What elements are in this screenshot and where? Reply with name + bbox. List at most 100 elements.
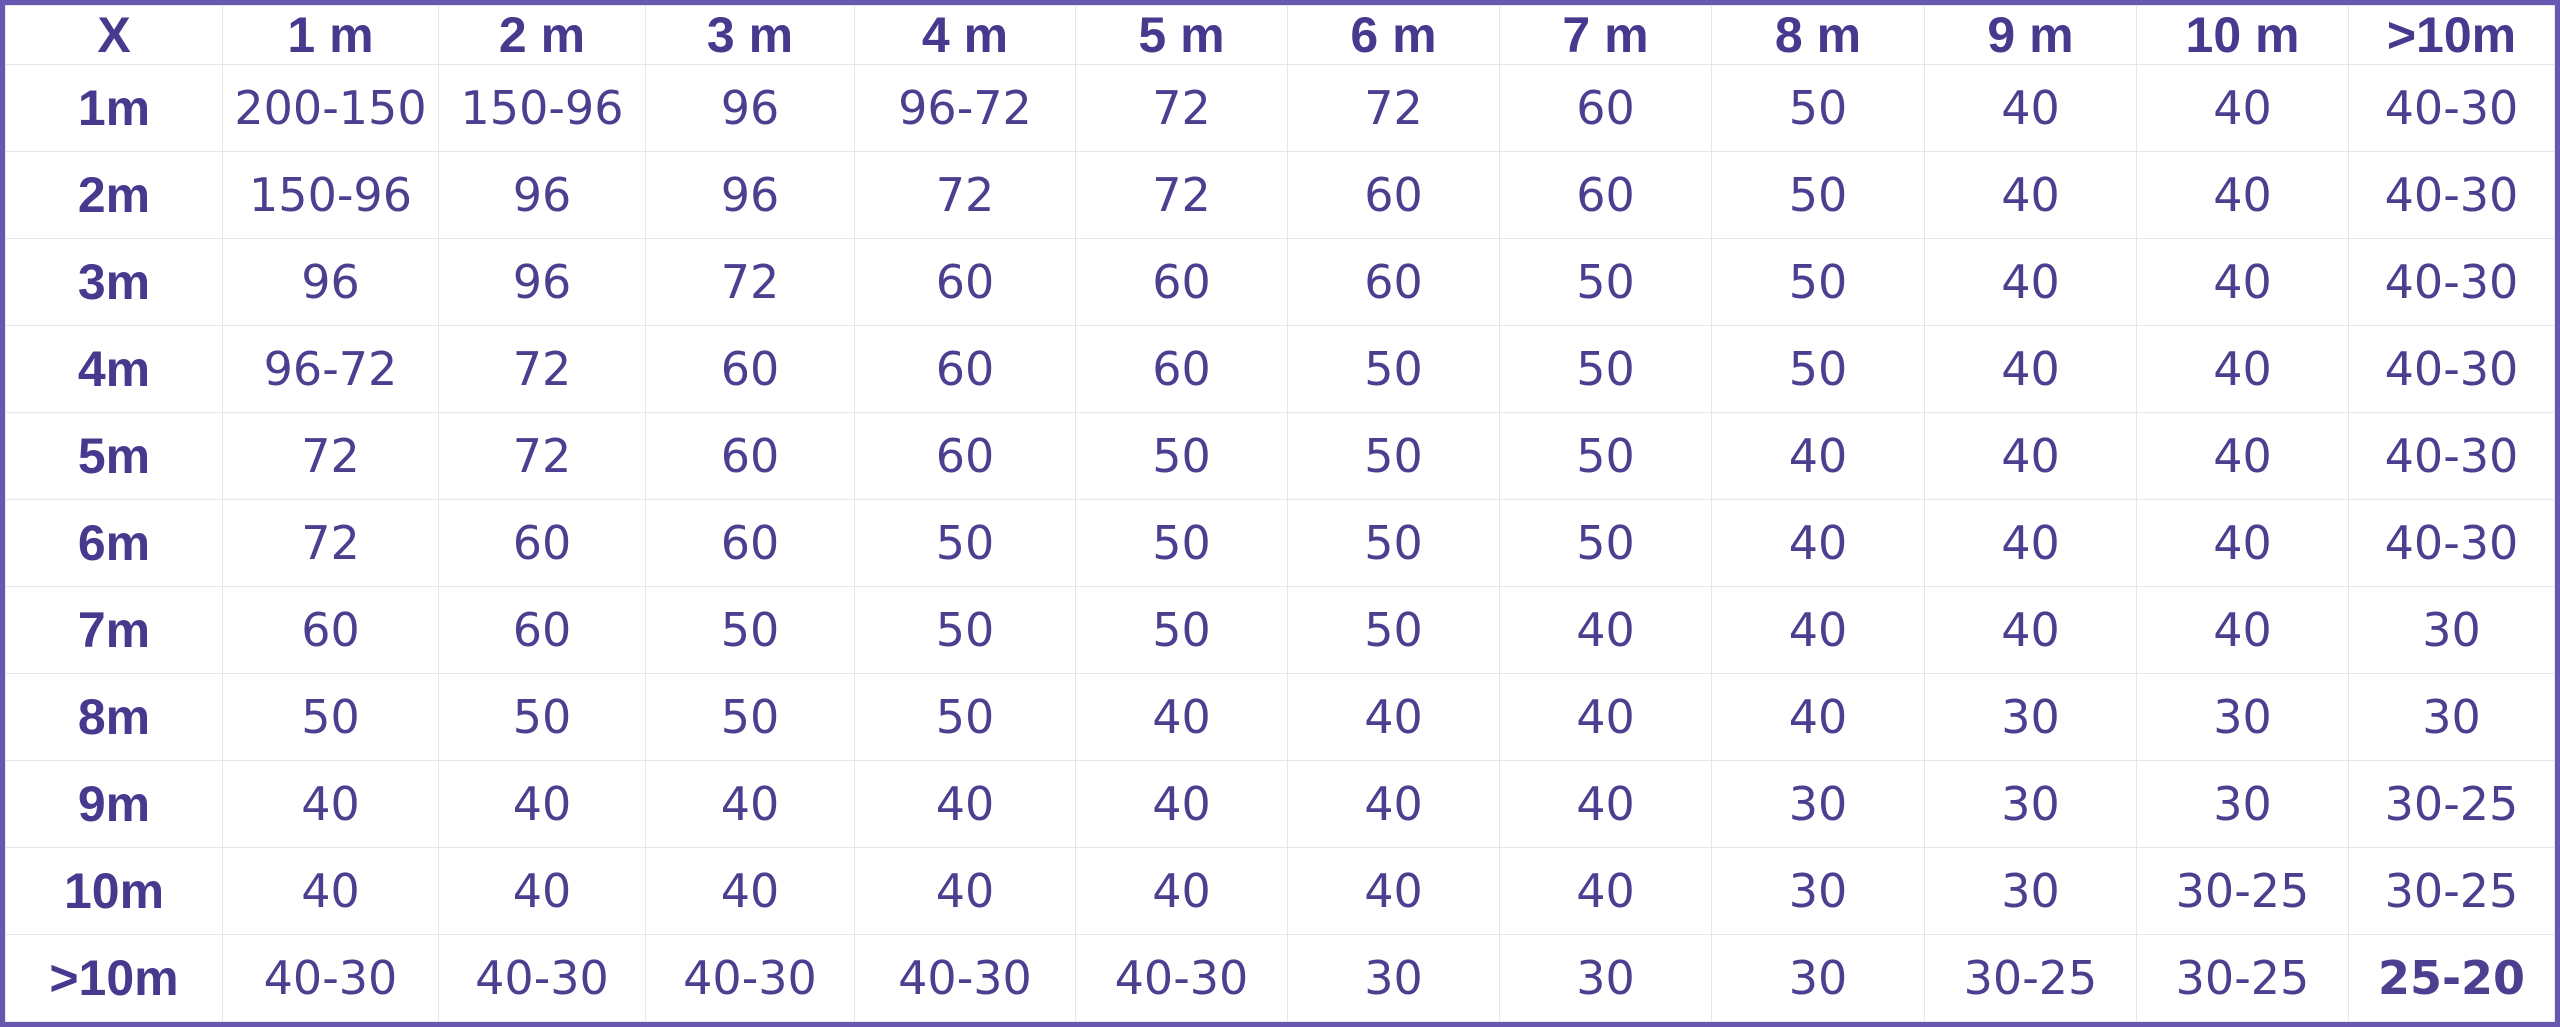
table-cell: 40 (1711, 499, 1925, 587)
row-header: 7m (5, 586, 223, 674)
table-cell: 40-30 (2348, 499, 2555, 587)
table-row: 7m 60 60 50 50 50 50 40 40 40 40 30 (5, 586, 2555, 674)
table-cell: 30 (1711, 934, 1925, 1022)
table-cell: 40 (1075, 760, 1288, 848)
table-cell: 30 (1924, 673, 2137, 761)
table-cell: 40 (438, 847, 646, 935)
table-cell: 40 (2136, 499, 2349, 587)
table-row: 4m 96-72 72 60 60 60 50 50 50 40 40 40-30 (5, 325, 2555, 413)
table-cell: 40-30 (854, 934, 1076, 1022)
table-cell: 50 (854, 673, 1076, 761)
table-cell: 40-30 (2348, 412, 2555, 500)
corner-cell: X (5, 5, 223, 65)
row-header: 2m (5, 151, 223, 239)
table-cell: 50 (1075, 586, 1288, 674)
row-header: 8m (5, 673, 223, 761)
table-cell: 50 (1711, 151, 1925, 239)
table-cell: 60 (854, 325, 1076, 413)
table-cell: 40-30 (222, 934, 439, 1022)
table-cell: 50 (1499, 499, 1712, 587)
table-cell: 72 (1075, 64, 1288, 152)
table-cell: 40 (2136, 325, 2349, 413)
table-row: 5m 72 72 60 60 50 50 50 40 40 40 40-30 (5, 412, 2555, 500)
table-cell: 40 (2136, 586, 2349, 674)
table-cell: 96 (222, 238, 439, 326)
table-cell: 40 (1075, 673, 1288, 761)
table-row: 2m 150-96 96 96 72 72 60 60 50 40 40 40-30 (5, 151, 2555, 239)
table-row: 3m 96 96 72 60 60 60 50 50 40 40 40-30 (5, 238, 2555, 326)
column-header: 1 m (222, 5, 439, 65)
table-cell: 25-20 (2348, 934, 2555, 1022)
row-header: 3m (5, 238, 223, 326)
table-cell: 40 (2136, 238, 2349, 326)
table-row: >10m 40-30 40-30 40-30 40-30 40-30 30 30 30 30-25… (5, 934, 2555, 1022)
row-header: >10m (5, 934, 223, 1022)
table-cell: 60 (1075, 238, 1288, 326)
table-cell: 50 (1287, 325, 1500, 413)
table-cell: 40 (1924, 64, 2137, 152)
column-header: 2 m (438, 5, 646, 65)
row-header: 5m (5, 412, 223, 500)
table-cell: 30 (1924, 847, 2137, 935)
table-cell: 96 (438, 238, 646, 326)
column-header: 5 m (1075, 5, 1288, 65)
table-cell: 30 (1287, 934, 1500, 1022)
table-cell: 40 (1711, 673, 1925, 761)
table-cell: 50 (222, 673, 439, 761)
table-row: 1m 200-150 150-96 96 96-72 72 72 60 50 40 40 40-30 (5, 64, 2555, 152)
table-cell: 40-30 (2348, 325, 2555, 413)
table-cell: 40 (1287, 673, 1500, 761)
table-cell: 50 (1075, 499, 1288, 587)
table-cell: 40-30 (438, 934, 646, 1022)
table-cell: 30 (2136, 760, 2349, 848)
table-cell: 40 (1075, 847, 1288, 935)
table-cell: 40-30 (645, 934, 855, 1022)
table-cell: 40 (1499, 586, 1712, 674)
table-cell: 40-30 (1075, 934, 1288, 1022)
table-cell: 40 (1287, 847, 1500, 935)
column-header: 4 m (854, 5, 1076, 65)
table-cell: 60 (854, 412, 1076, 500)
table-cell: 40 (1924, 586, 2137, 674)
table-cell: 72 (645, 238, 855, 326)
table-row: 6m 72 60 60 50 50 50 50 40 40 40 40-30 (5, 499, 2555, 587)
table-cell: 50 (645, 586, 855, 674)
table-cell: 40 (1287, 760, 1500, 848)
table-cell: 30 (2348, 586, 2555, 674)
table-cell: 40-30 (2348, 151, 2555, 239)
table-cell: 60 (438, 586, 646, 674)
row-header: 4m (5, 325, 223, 413)
table-cell: 40 (2136, 412, 2349, 500)
table-cell: 50 (1711, 64, 1925, 152)
table-cell: 72 (222, 412, 439, 500)
table-cell: 60 (438, 499, 646, 587)
table-cell: 30 (2348, 673, 2555, 761)
table-cell: 50 (1499, 238, 1712, 326)
table-cell: 50 (1287, 412, 1500, 500)
table-cell: 72 (438, 325, 646, 413)
table-cell: 40 (854, 760, 1076, 848)
table-cell: 40 (1711, 412, 1925, 500)
table-cell: 60 (222, 586, 439, 674)
table-cell: 60 (1499, 151, 1712, 239)
row-header: 6m (5, 499, 223, 587)
table-cell: 150-96 (222, 151, 439, 239)
table-cell: 72 (1075, 151, 1288, 239)
table-cell: 40 (1711, 586, 1925, 674)
table-cell: 96 (645, 64, 855, 152)
table-cell: 30-25 (2136, 934, 2349, 1022)
table-cell: 40 (1924, 325, 2137, 413)
table-cell: 40 (1924, 412, 2137, 500)
column-header: 10 m (2136, 5, 2349, 65)
table-cell: 60 (645, 412, 855, 500)
table-cell: 30 (1711, 760, 1925, 848)
table-cell: 50 (1075, 412, 1288, 500)
column-header: 8 m (1711, 5, 1925, 65)
table-cell: 30 (2136, 673, 2349, 761)
table-cell: 40 (1499, 760, 1712, 848)
table-cell: 96 (438, 151, 646, 239)
table-cell: 40 (222, 760, 439, 848)
table-cell: 40 (1924, 499, 2137, 587)
